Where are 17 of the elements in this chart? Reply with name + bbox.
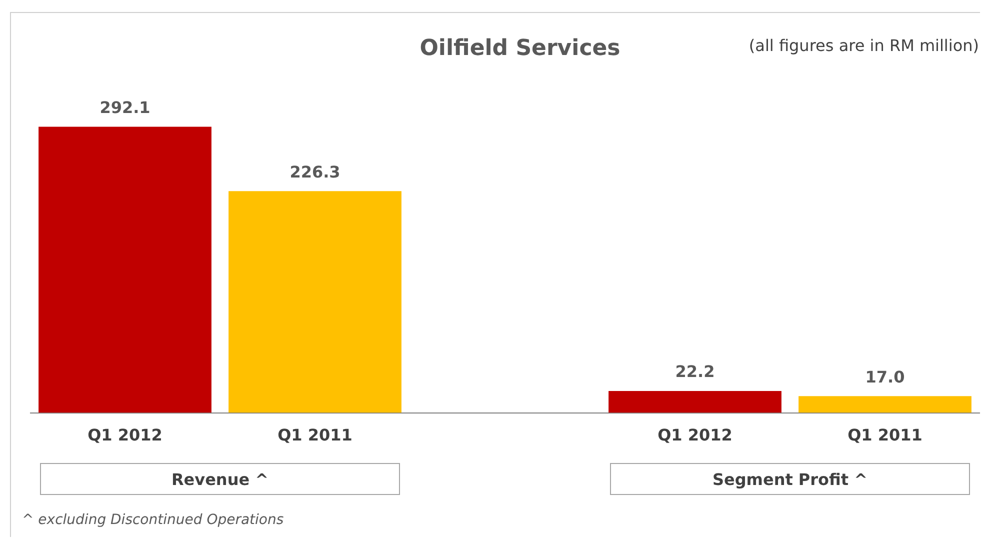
- x-tick-label: Q1 2011: [848, 426, 922, 445]
- chart-title: Oilfield Services: [418, 36, 622, 61]
- data-label: 17.0: [865, 367, 905, 386]
- text: ^ excluding Discontinued Operations: [22, 512, 284, 528]
- text: Segment Profit ^: [610, 463, 970, 495]
- text: Revenue ^: [40, 463, 400, 495]
- x-tick-label: Q1 2011: [278, 426, 352, 445]
- data-label: 22.2: [675, 362, 715, 382]
- bar: [798, 396, 972, 413]
- chart-subtitle: (all figures are in RM million): [748, 36, 979, 55]
- bar: [228, 191, 402, 413]
- data-label: 292.1: [100, 98, 150, 117]
- bar: [38, 126, 212, 413]
- data-label: 226.3: [290, 162, 340, 182]
- x-tick-label: Q1 2012: [658, 426, 732, 445]
- bar: [608, 391, 782, 413]
- x-tick-label: Q1 2012: [88, 426, 162, 445]
